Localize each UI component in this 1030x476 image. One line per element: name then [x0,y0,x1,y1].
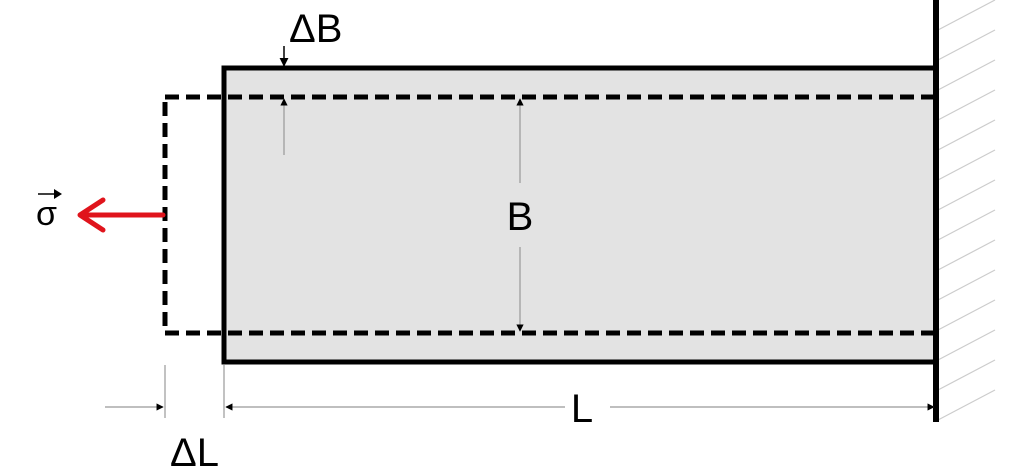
b-label: B [507,195,534,239]
sigma-label: σ [36,195,57,233]
original-body [221,65,939,365]
delta-l-label: ΔL [170,431,219,475]
stress-arrow [77,197,166,233]
delta-b-label: ΔB [289,7,342,51]
sigma-vector-arrow [38,189,62,199]
l-label: L [571,387,593,431]
l-dimension-line [105,365,935,418]
wall-hatching [937,0,996,421]
